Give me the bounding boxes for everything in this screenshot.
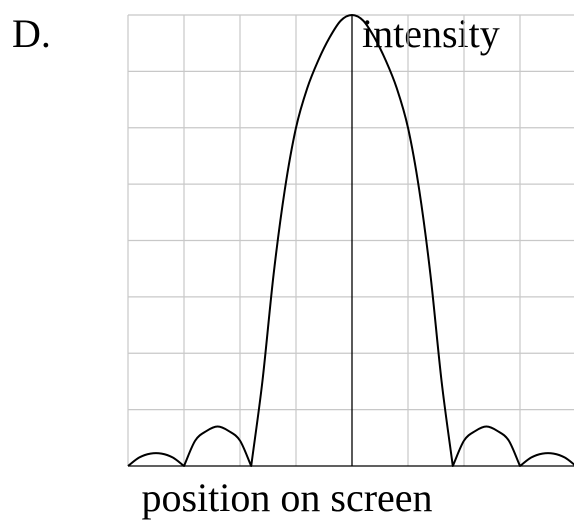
x-axis-label: position on screen bbox=[141, 475, 433, 520]
intensity-curve bbox=[127, 14, 574, 467]
option-label: D. bbox=[12, 11, 51, 56]
y-axis-label: intensity bbox=[362, 11, 500, 56]
